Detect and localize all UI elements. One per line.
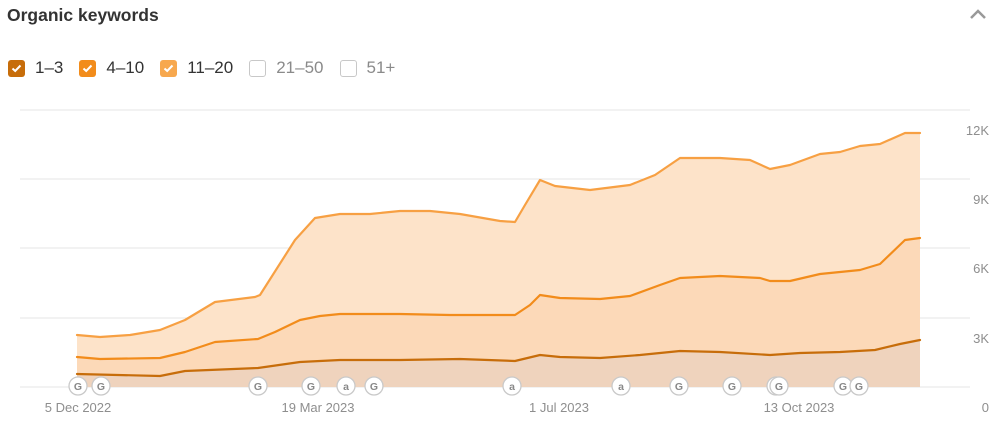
line-1-3 <box>75 338 922 378</box>
legend-item-1-3[interactable]: 1–3 <box>8 58 63 78</box>
checkmark-icon <box>164 64 174 72</box>
checkbox-4-10[interactable] <box>79 59 97 77</box>
series-lines <box>75 131 922 378</box>
google-update-marker[interactable]: G <box>68 376 88 396</box>
svg-text:G: G <box>254 381 262 393</box>
chevron-up-icon <box>970 9 986 19</box>
x-tick-label: 13 Oct 2023 <box>764 400 835 415</box>
line-4-10 <box>75 236 922 361</box>
google-update-marker[interactable]: G <box>769 376 789 396</box>
legend-label: 51+ <box>366 58 396 77</box>
x-tick-label: 19 Mar 2023 <box>282 400 355 415</box>
legend-label: 21–50 <box>276 58 324 77</box>
y-tick-label: 0 <box>982 400 989 415</box>
y-axis: 12K 9K 6K 3K 0 <box>966 123 989 415</box>
svg-text:G: G <box>728 381 736 393</box>
svg-text:G: G <box>97 381 105 393</box>
checkbox-51-plus[interactable] <box>339 59 357 77</box>
google-update-marker[interactable]: G <box>364 376 384 396</box>
checkmark-icon <box>83 64 93 72</box>
annotation-marker[interactable]: a <box>611 376 631 396</box>
y-tick-label: 9K <box>973 192 989 207</box>
svg-text:G: G <box>370 381 378 393</box>
svg-text:G: G <box>839 381 847 393</box>
line-11-20 <box>75 131 922 339</box>
annotation-marker[interactable]: a <box>502 376 522 396</box>
google-update-marker[interactable]: G <box>849 376 869 396</box>
legend-label: 11–20 <box>187 58 234 77</box>
y-tick-label: 6K <box>973 261 989 276</box>
legend-item-51-plus[interactable]: 51+ <box>339 58 396 78</box>
legend-item-4-10[interactable]: 4–10 <box>79 58 144 78</box>
google-update-marker[interactable]: G <box>91 376 111 396</box>
x-axis: 5 Dec 2022 19 Mar 2023 1 Jul 2023 13 Oct… <box>45 400 835 415</box>
checkbox-1-3[interactable] <box>8 59 25 77</box>
svg-text:G: G <box>855 381 863 393</box>
y-tick-label: 12K <box>966 123 989 138</box>
google-update-marker[interactable]: G <box>669 376 689 396</box>
google-update-marker[interactable]: G <box>301 376 321 396</box>
page-title: Organic keywords <box>7 5 159 25</box>
legend: 1–3 4–10 11–20 21–50 51+ <box>8 58 411 78</box>
area-4-10 <box>77 238 920 387</box>
svg-text:a: a <box>618 381 624 393</box>
y-tick-label: 3K <box>973 331 989 346</box>
legend-label: 1–3 <box>35 58 64 77</box>
x-tick-label: 5 Dec 2022 <box>45 400 112 415</box>
collapse-button[interactable] <box>968 6 988 22</box>
event-markers: G G G G a G a a G G G G G G <box>68 376 869 396</box>
google-update-marker[interactable]: G <box>833 376 853 396</box>
svg-text:G: G <box>775 381 783 393</box>
svg-text:a: a <box>509 381 515 393</box>
area-fills <box>77 133 920 387</box>
legend-item-11-20[interactable]: 11–20 <box>160 58 233 78</box>
svg-text:a: a <box>343 381 349 393</box>
legend-item-21-50[interactable]: 21–50 <box>249 58 324 78</box>
legend-label: 4–10 <box>106 58 145 77</box>
google-update-marker[interactable]: G <box>722 376 742 396</box>
svg-text:G: G <box>74 381 82 393</box>
google-update-marker[interactable]: G <box>248 376 268 396</box>
svg-text:G: G <box>675 381 683 393</box>
svg-text:G: G <box>307 381 315 393</box>
x-tick-label: 1 Jul 2023 <box>529 400 589 415</box>
checkbox-21-50[interactable] <box>249 59 267 77</box>
annotation-marker[interactable]: a <box>336 376 356 396</box>
checkmark-icon <box>11 64 22 72</box>
checkbox-11-20[interactable] <box>160 59 178 77</box>
